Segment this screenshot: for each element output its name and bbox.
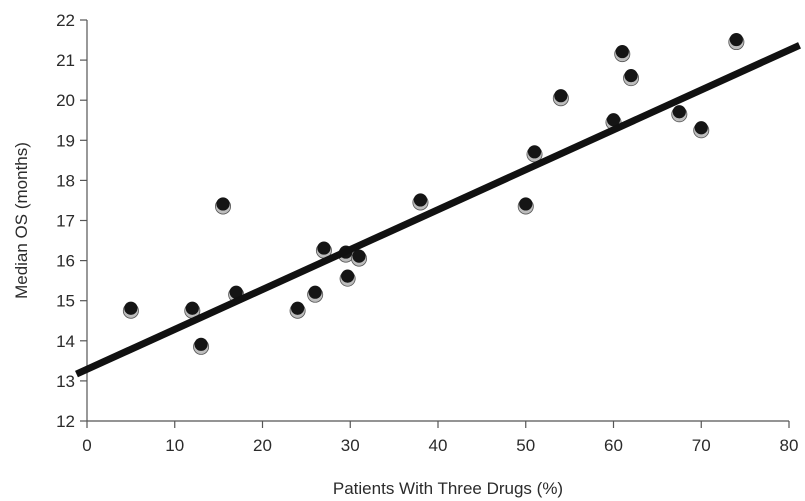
y-tick-label: 15 <box>56 292 75 311</box>
y-tick-label: 21 <box>56 51 75 70</box>
x-tick-label: 80 <box>780 436 799 455</box>
x-tick-label: 50 <box>516 436 535 455</box>
y-axis-label: Median OS (months) <box>12 142 31 299</box>
y-tick-label: 16 <box>56 252 75 271</box>
y-tick-label: 20 <box>56 91 75 110</box>
x-tick-label: 10 <box>165 436 184 455</box>
y-tick-label: 14 <box>56 332 75 351</box>
data-point <box>307 285 324 303</box>
data-point <box>184 301 201 319</box>
data-point <box>215 197 232 215</box>
x-tick-label: 60 <box>604 436 623 455</box>
x-tick-label: 70 <box>692 436 711 455</box>
x-axis-label: Patients With Three Drugs (%) <box>333 479 563 498</box>
regression-line <box>75 42 801 378</box>
x-tick-label: 20 <box>253 436 272 455</box>
data-point <box>671 105 688 123</box>
data-point <box>614 44 631 63</box>
x-tick-label: 0 <box>82 436 91 455</box>
y-tick-label: 19 <box>56 131 75 150</box>
data-point <box>122 301 139 319</box>
data-point <box>552 89 569 107</box>
data-point <box>193 337 210 355</box>
data-points <box>122 32 745 355</box>
y-tick-label: 12 <box>56 412 75 431</box>
data-point <box>728 32 745 51</box>
data-point <box>339 269 356 287</box>
data-point <box>412 193 429 211</box>
y-tick-label: 17 <box>56 212 75 231</box>
y-tick-label: 18 <box>56 171 75 190</box>
data-point <box>315 241 332 259</box>
data-point <box>526 145 543 163</box>
y-tick-label: 22 <box>56 11 75 30</box>
x-tick-label: 30 <box>341 436 360 455</box>
data-point <box>517 197 534 215</box>
y-axis-ticks: 12 13 14 15 16 17 18 19 20 21 22 <box>56 11 87 431</box>
data-point <box>693 121 710 139</box>
y-tick-label: 13 <box>56 372 75 391</box>
x-axis-ticks: 0 10 20 30 40 50 60 70 80 <box>82 421 798 455</box>
data-point <box>289 301 306 319</box>
x-tick-label: 40 <box>429 436 448 455</box>
data-point <box>351 249 368 267</box>
data-point <box>623 69 640 87</box>
